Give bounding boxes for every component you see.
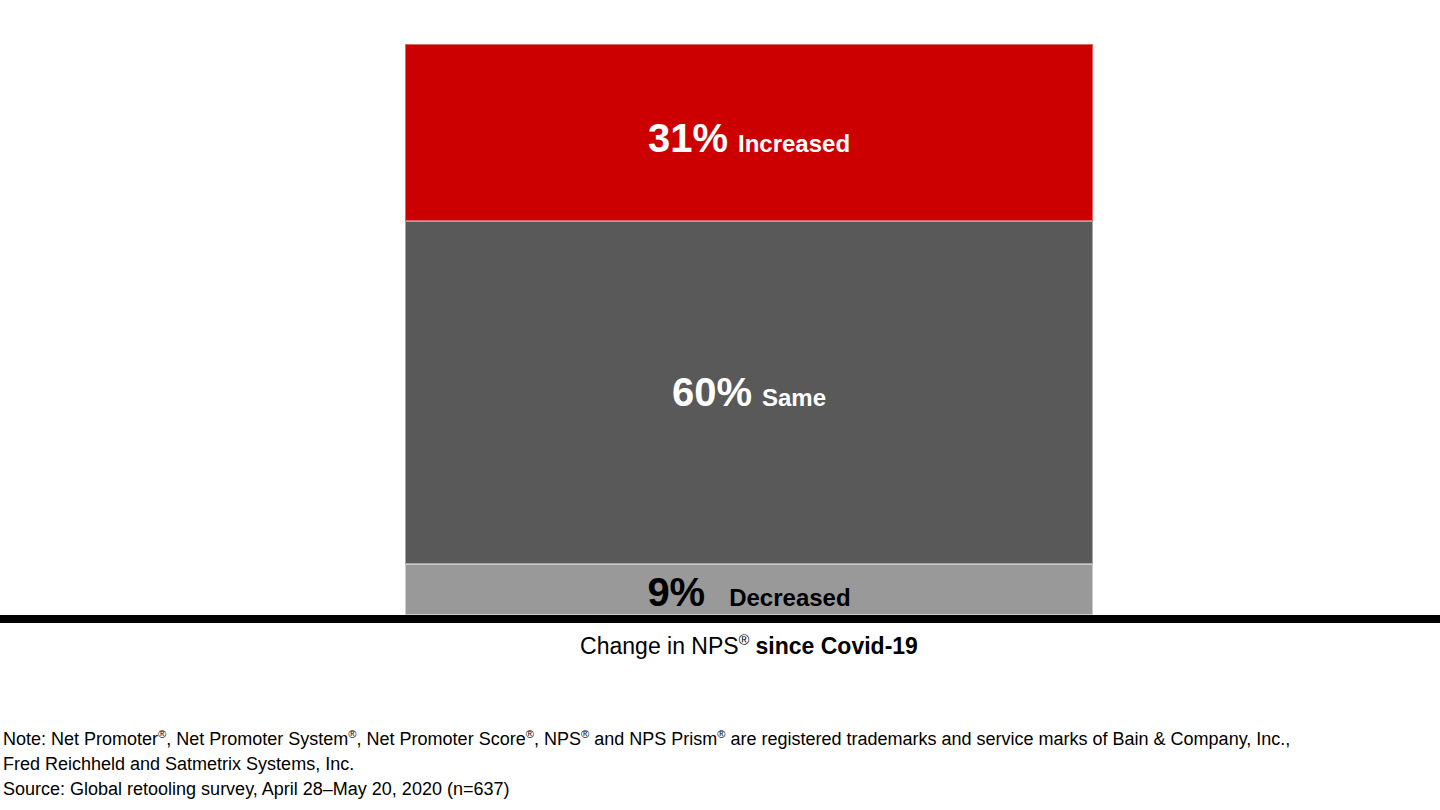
bar-segment-increased: 31% Increased (405, 44, 1093, 221)
segment-label-row: 31% Increased (648, 116, 850, 160)
segment-name: Decreased (729, 584, 850, 612)
segment-label-row: 9% Decreased (647, 570, 850, 614)
segment-label-row: 60% Same (672, 370, 826, 414)
x-axis-label-bold: since Covid-19 (756, 633, 918, 659)
bar-segment-decreased: 9% Decreased (405, 564, 1093, 615)
x-axis-line (0, 615, 1440, 623)
chart-canvas: 31% Increased 60% Same 9% Decreased Change in… (0, 0, 1440, 810)
x-axis-label-regular: Change in NPS® (580, 633, 749, 659)
segment-value: 31% (648, 116, 728, 160)
segment-name: Increased (738, 130, 850, 158)
segment-name: Same (762, 384, 826, 412)
note-line-1: Note: Net Promoter®, Net Promoter System… (3, 727, 1290, 752)
note-line-2: Fred Reichheld and Satmetrix Systems, In… (3, 752, 1290, 777)
segment-value: 60% (672, 370, 752, 414)
source-line: Source: Global retooling survey, April 2… (3, 777, 1290, 802)
stacked-bar: 31% Increased 60% Same 9% Decreased (405, 44, 1093, 615)
x-axis-label: Change in NPS® since Covid-19 (405, 633, 1093, 660)
footnote: Note: Net Promoter®, Net Promoter System… (3, 727, 1290, 802)
segment-value: 9% (647, 570, 705, 614)
bar-segment-same: 60% Same (405, 221, 1093, 564)
